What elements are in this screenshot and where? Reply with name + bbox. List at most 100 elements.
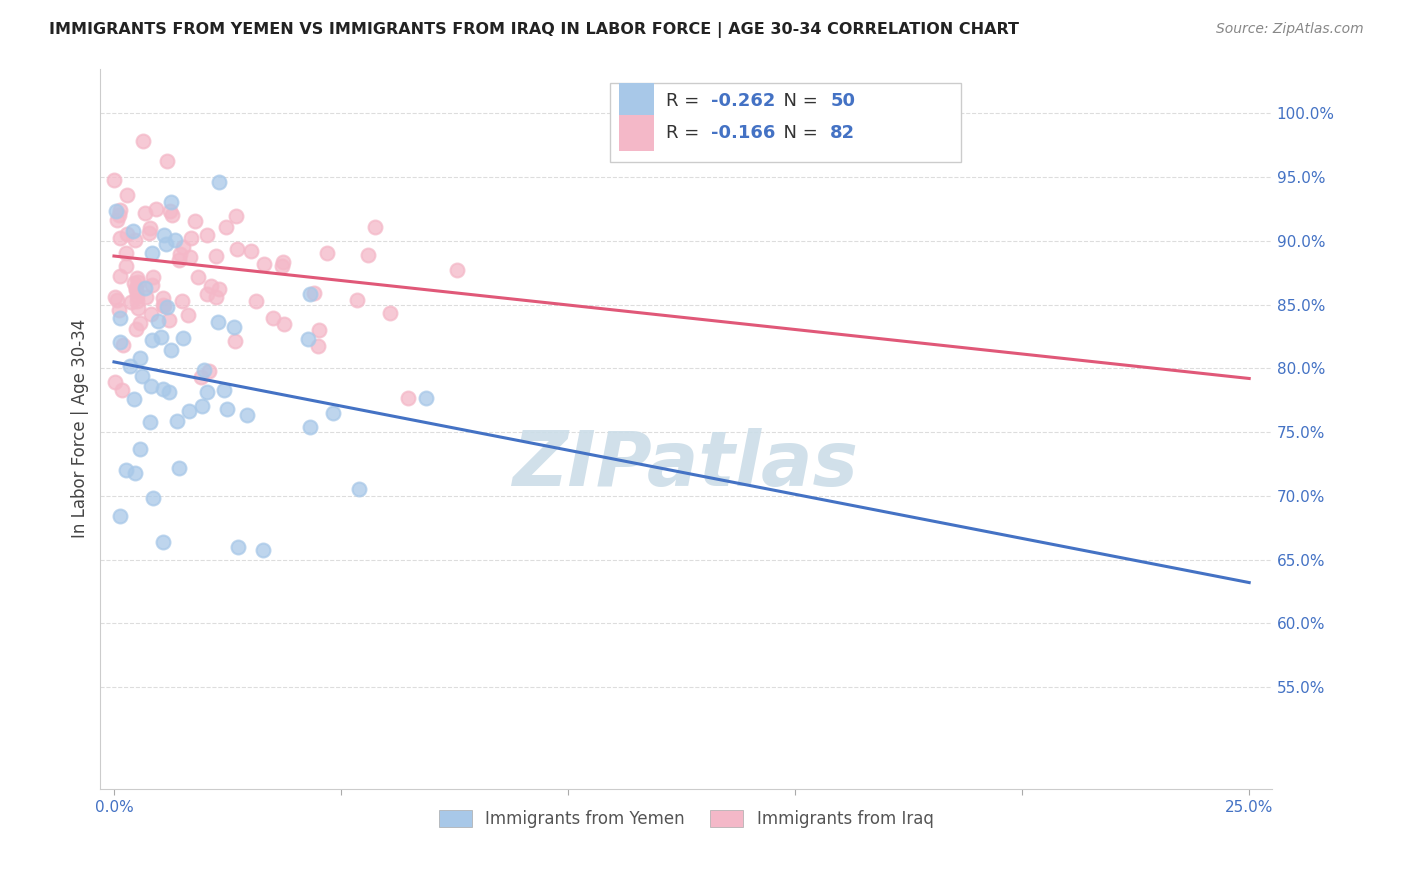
Point — [179, 250, 201, 264]
Point — [124, 466, 146, 480]
Point — [315, 246, 337, 260]
Point — [104, 291, 127, 305]
Point — [134, 281, 156, 295]
Point — [308, 323, 330, 337]
Point — [159, 343, 181, 358]
Point — [200, 279, 222, 293]
Point — [131, 368, 153, 383]
Legend: Immigrants from Yemen, Immigrants from Iraq: Immigrants from Yemen, Immigrants from I… — [432, 804, 941, 835]
Point — [122, 392, 145, 406]
Point — [180, 231, 202, 245]
Point — [157, 313, 180, 327]
Text: R =: R = — [666, 124, 706, 143]
Point — [396, 391, 419, 405]
Point — [108, 302, 131, 317]
Point — [108, 231, 131, 245]
FancyBboxPatch shape — [610, 83, 962, 162]
Point — [125, 283, 148, 297]
Point — [297, 332, 319, 346]
Text: -0.166: -0.166 — [710, 124, 775, 143]
Point — [215, 219, 238, 234]
Point — [125, 322, 148, 336]
Point — [357, 248, 380, 262]
Point — [184, 214, 207, 228]
Point — [127, 301, 149, 315]
Point — [207, 315, 229, 329]
Point — [112, 338, 135, 352]
Point — [103, 172, 125, 186]
Point — [159, 195, 181, 210]
Point — [117, 188, 139, 202]
Point — [193, 363, 215, 377]
Point — [195, 287, 218, 301]
Point — [190, 370, 212, 384]
FancyBboxPatch shape — [620, 83, 655, 119]
Point — [145, 202, 167, 216]
Point — [108, 311, 131, 326]
Text: IMMIGRANTS FROM YEMEN VS IMMIGRANTS FROM IRAQ IN LABOR FORCE | AGE 30-34 CORRELA: IMMIGRANTS FROM YEMEN VS IMMIGRANTS FROM… — [49, 22, 1019, 38]
Point — [245, 294, 267, 309]
Point — [364, 220, 387, 235]
Point — [115, 259, 138, 273]
Point — [159, 203, 181, 218]
Point — [104, 375, 127, 389]
Point — [125, 271, 148, 285]
Point — [322, 406, 344, 420]
Point — [139, 307, 162, 321]
Point — [346, 293, 368, 308]
Point — [347, 482, 370, 496]
Point — [111, 383, 134, 397]
Point — [208, 175, 231, 189]
Point — [207, 282, 229, 296]
Text: 50: 50 — [830, 92, 855, 110]
Point — [139, 220, 162, 235]
Point — [415, 392, 437, 406]
Point — [141, 278, 163, 293]
Point — [108, 202, 131, 217]
Point — [166, 414, 188, 428]
Point — [134, 205, 156, 219]
Point — [299, 286, 322, 301]
Point — [252, 542, 274, 557]
Point — [214, 383, 236, 397]
Point — [271, 255, 294, 269]
Point — [224, 334, 246, 348]
Point — [108, 208, 131, 222]
Point — [172, 240, 194, 254]
Text: R =: R = — [666, 92, 706, 110]
Point — [204, 290, 226, 304]
Point — [378, 306, 401, 320]
Point — [446, 262, 468, 277]
Point — [141, 333, 163, 347]
Point — [163, 233, 186, 247]
Text: -0.262: -0.262 — [710, 92, 775, 110]
Point — [217, 402, 239, 417]
Point — [226, 540, 249, 554]
Point — [195, 384, 218, 399]
Point — [307, 339, 329, 353]
Point — [115, 245, 138, 260]
Point — [153, 228, 176, 243]
Point — [187, 270, 209, 285]
Point — [197, 363, 219, 377]
Text: N =: N = — [772, 92, 823, 110]
Point — [155, 236, 177, 251]
Point — [128, 351, 150, 365]
Point — [150, 330, 173, 344]
Point — [273, 317, 295, 331]
Point — [132, 134, 155, 148]
Point — [138, 415, 160, 429]
Point — [108, 334, 131, 349]
Point — [156, 154, 179, 169]
Point — [195, 227, 218, 242]
Point — [141, 379, 163, 393]
Text: ZIPatlas: ZIPatlas — [513, 428, 859, 502]
Point — [125, 281, 148, 295]
Point — [122, 276, 145, 290]
Point — [153, 299, 176, 313]
Point — [152, 298, 174, 312]
Point — [236, 409, 259, 423]
Point — [177, 308, 200, 322]
Point — [225, 242, 247, 256]
Point — [125, 294, 148, 309]
